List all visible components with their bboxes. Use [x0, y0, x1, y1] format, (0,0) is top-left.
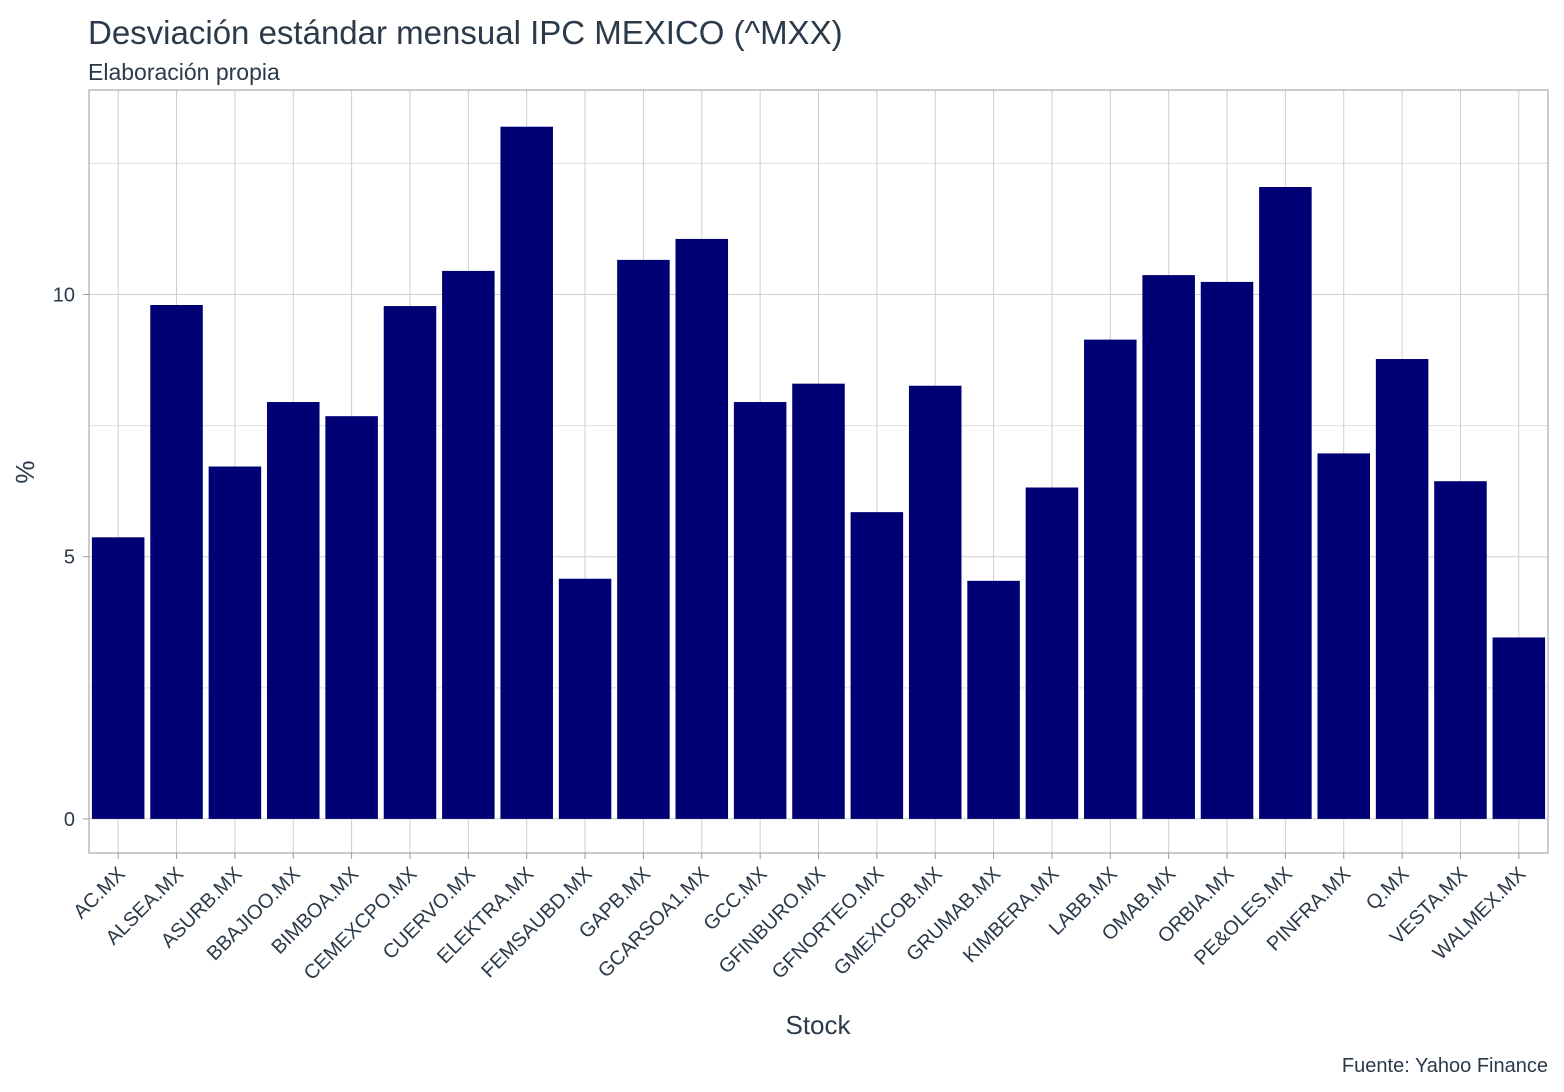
bar — [1375, 359, 1429, 819]
y-tick-label: 10 — [53, 285, 75, 307]
y-axis-title: % — [10, 460, 40, 483]
bar — [1317, 453, 1371, 819]
bars-group — [91, 126, 1546, 819]
bar — [733, 402, 787, 819]
bar — [150, 305, 203, 819]
chart-title: Desviación estándar mensual IPC MEXICO (… — [88, 14, 843, 51]
y-tick-label: 5 — [64, 547, 75, 569]
bar — [1434, 481, 1487, 819]
x-tick-label: GMEXICOB.MX — [830, 863, 947, 980]
bar — [1259, 187, 1312, 819]
bar — [792, 383, 845, 819]
bar — [967, 580, 1020, 819]
x-axis: AC.MXALSEA.MXASURB.MXBBAJIOO.MXBIMBOA.MX… — [69, 853, 1530, 985]
x-tick-label: Q.MX — [1362, 863, 1414, 915]
bar — [383, 306, 437, 819]
bar — [908, 385, 962, 819]
source-caption: Fuente: Yahoo Finance — [1342, 1055, 1548, 1077]
bar — [617, 259, 670, 819]
x-tick-label: GFINBURO.MX — [715, 863, 830, 978]
bar — [1142, 275, 1195, 819]
bar — [1200, 281, 1254, 819]
bar — [1492, 637, 1546, 819]
bar — [558, 578, 612, 819]
bar — [850, 512, 904, 819]
bar — [675, 238, 729, 819]
x-axis-title: Stock — [785, 1010, 851, 1040]
bar — [325, 416, 378, 819]
bar — [91, 537, 145, 819]
bar — [1084, 339, 1137, 819]
y-tick-label: 0 — [64, 809, 75, 831]
bar — [208, 466, 262, 819]
bar — [442, 270, 495, 819]
chart-subtitle: Elaboración propia — [88, 59, 280, 85]
bar — [1025, 487, 1079, 819]
y-axis: 0 5 10 — [53, 285, 89, 831]
bar — [500, 126, 553, 819]
x-tick-label: GCARSOA1.MX — [594, 863, 713, 982]
bar — [266, 402, 320, 819]
